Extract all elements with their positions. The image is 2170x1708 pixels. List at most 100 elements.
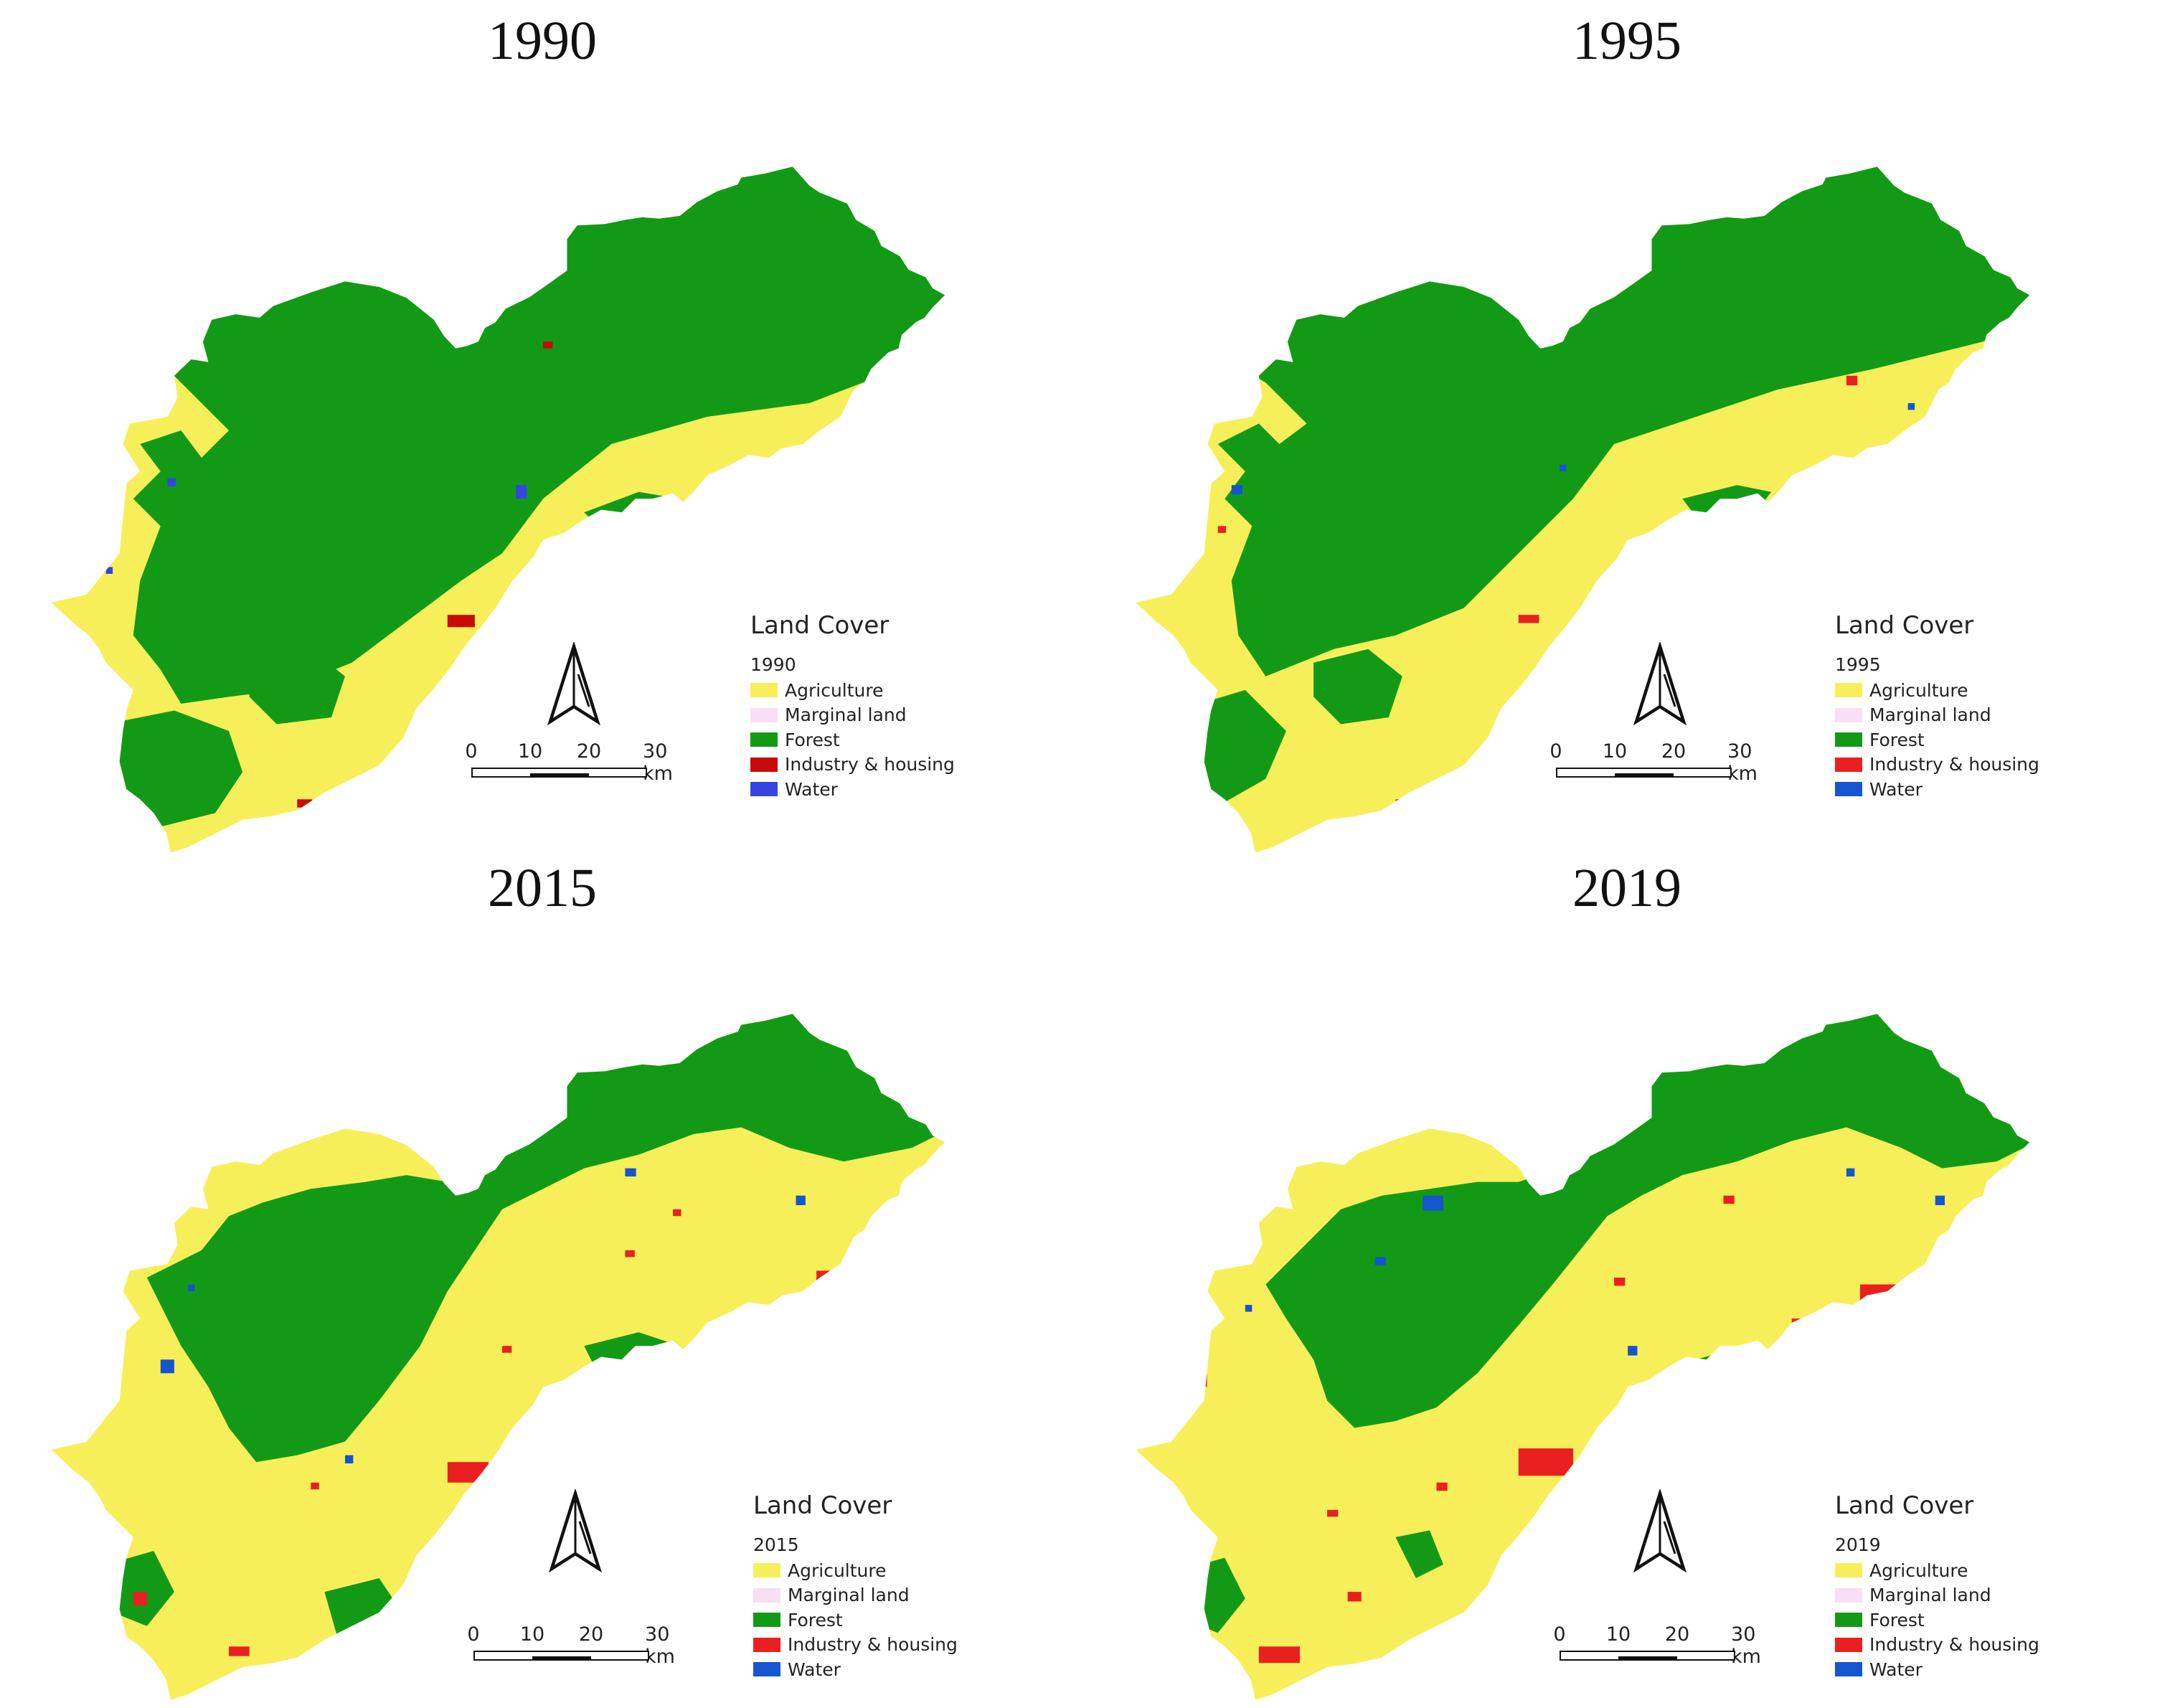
- legend-label: Industry & housing: [1869, 1634, 2039, 1656]
- legend-label: Agriculture: [1869, 1560, 1968, 1581]
- panel-1995: 1995 0: [1085, 0, 2169, 853]
- legend-item-industry-housing: Industry & housing: [1835, 1633, 2072, 1658]
- scale-tick: 20: [578, 1623, 604, 1646]
- land-cover-map: [51, 166, 945, 853]
- legend-item-marginal-land: Marginal land: [1835, 703, 2072, 728]
- forest-area: [1265, 1014, 2030, 1428]
- forest-area: [1395, 1530, 1443, 1579]
- legend-swatch: [1835, 707, 1862, 722]
- panel-1990: 1990: [0, 0, 1085, 853]
- forest-area: [65, 1216, 120, 1271]
- legend-label: Marginal land: [1869, 1585, 1991, 1606]
- legend-label: Forest: [1869, 729, 1925, 750]
- legend-item-industry-housing: Industry & housing: [750, 752, 987, 778]
- scale-bar: 0 10 20 30 km: [463, 740, 673, 798]
- legend-swatch: [1835, 1587, 1862, 1603]
- legend-swatch: [750, 782, 778, 797]
- scale-bar: 0 10 20 30 km: [1547, 740, 1758, 798]
- forest-area: [249, 648, 345, 725]
- legend-swatch: [753, 1563, 780, 1578]
- scale-tick: 0: [1553, 1623, 1566, 1646]
- legend-item-water: Water: [1835, 1657, 2072, 1682]
- panel-2019: 2019: [1085, 847, 2169, 1700]
- scale-tick: 30 km: [643, 740, 673, 785]
- legend-swatch: [1835, 1613, 1862, 1628]
- north-arrow-icon: [1633, 1489, 1687, 1573]
- legend-label: Industry & housing: [1869, 754, 2039, 775]
- legend: Land Cover 2015 Agriculture Marginal lan…: [753, 1491, 990, 1682]
- north-arrow-icon: [549, 1489, 602, 1573]
- legend-year: 2019: [1835, 1534, 1881, 1555]
- scale-bar: 0 10 20 30 km: [1551, 1623, 1761, 1681]
- scale-tick: 20: [576, 740, 602, 763]
- legend-swatch: [750, 683, 778, 698]
- legend-swatch: [1835, 683, 1862, 698]
- panel-title: 2015: [488, 858, 597, 918]
- legend-swatch: [1835, 1637, 1862, 1652]
- forest-area: [1313, 648, 1402, 725]
- legend-swatch: [753, 1637, 780, 1652]
- legend-label: Industry & housing: [785, 754, 955, 775]
- legend-item-forest: Forest: [753, 1608, 990, 1633]
- scale-tick: 10: [517, 740, 543, 763]
- legend-title: Land Cover: [1835, 1491, 1974, 1520]
- scale-tick: 20: [1661, 740, 1687, 763]
- legend-swatch: [753, 1613, 780, 1628]
- scale-tick: 0: [467, 1623, 480, 1646]
- legend-item-water: Water: [1835, 777, 2072, 802]
- legend-swatch: [1835, 1662, 1862, 1677]
- legend-item-forest: Forest: [750, 727, 987, 752]
- legend-item-agriculture: Agriculture: [1835, 1558, 2072, 1583]
- legend: Land Cover 2019 Agriculture Marginal lan…: [1835, 1491, 2072, 1682]
- scale-tick: 30 km: [1727, 740, 1758, 785]
- legend-label: Forest: [785, 729, 840, 750]
- panel-title: 1990: [488, 11, 597, 71]
- legend-swatch: [1835, 732, 1862, 747]
- legend-label: Forest: [788, 1609, 843, 1631]
- panel-title: 1995: [1572, 11, 1681, 71]
- scale-tick: 0: [465, 740, 478, 763]
- legend-label: Marginal land: [1869, 704, 1991, 726]
- forest-area: [146, 1014, 945, 1463]
- north-arrow-icon: [547, 642, 600, 726]
- legend-swatch: [1835, 757, 1862, 772]
- legend-item-agriculture: Agriculture: [753, 1558, 990, 1583]
- legend-swatch: [1835, 1563, 1862, 1578]
- legend-label: Marginal land: [788, 1585, 910, 1606]
- legend-label: Agriculture: [785, 679, 884, 701]
- legend-item-industry-housing: Industry & housing: [1835, 752, 2072, 778]
- scale-tick: 30 km: [1731, 1623, 1761, 1668]
- panel-title: 2019: [1572, 858, 1681, 918]
- legend-item-marginal-land: Marginal land: [1835, 1583, 2072, 1608]
- water-area: [1231, 402, 1915, 495]
- legend-label: Water: [1869, 1659, 1923, 1680]
- legend-item-water: Water: [750, 777, 987, 802]
- panel-2015: 2015: [0, 847, 1085, 1700]
- scale-tick: 10: [1602, 740, 1628, 763]
- legend: Land Cover 1990 Agriculture Marginal lan…: [750, 611, 987, 802]
- legend-label: Marginal land: [785, 704, 907, 726]
- legend-year: 1990: [750, 654, 796, 675]
- scale-tick: 20: [1664, 1623, 1690, 1646]
- legend-item-water: Water: [753, 1657, 990, 1682]
- forest-area: [105, 710, 243, 827]
- legend-label: Agriculture: [788, 1560, 887, 1581]
- legend-year: 2015: [753, 1534, 799, 1555]
- water-area: [105, 478, 527, 574]
- water-area: [1245, 1168, 1945, 1356]
- scale-tick: 10: [1605, 1623, 1631, 1646]
- legend-swatch: [753, 1587, 780, 1603]
- legend-label: Water: [785, 778, 838, 800]
- legend-year: 1995: [1835, 654, 1881, 675]
- legend-label: Industry & housing: [788, 1634, 958, 1656]
- legend-item-industry-housing: Industry & housing: [753, 1633, 990, 1658]
- land-cover-map: [1136, 1014, 2030, 1700]
- legend-label: Water: [1869, 778, 1923, 800]
- land-cover-map: [51, 1014, 945, 1700]
- legend-swatch: [750, 707, 778, 722]
- legend-item-marginal-land: Marginal land: [753, 1583, 990, 1608]
- legend-title: Land Cover: [753, 1491, 892, 1520]
- scale-tick: 0: [1549, 740, 1562, 763]
- legend-swatch: [753, 1662, 780, 1677]
- scale-tick: 10: [519, 1623, 545, 1646]
